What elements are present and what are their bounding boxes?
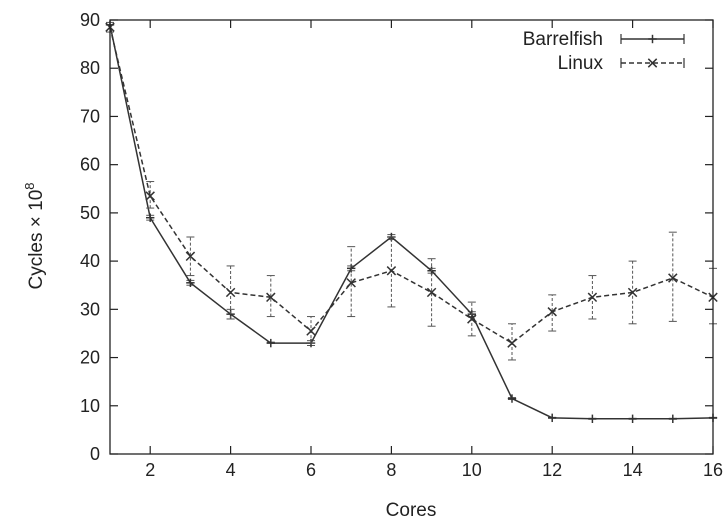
linux-point [185, 251, 196, 262]
y-tick-label: 50 [80, 203, 100, 223]
x-tick-label: 8 [386, 460, 396, 480]
x-tick-label: 16 [703, 460, 723, 480]
linux-point [346, 278, 356, 288]
linux-point [306, 326, 316, 336]
linux-point [386, 266, 397, 276]
x-tick-label: 14 [623, 460, 643, 480]
y-tick-label: 80 [80, 58, 100, 78]
y-tick-label: 60 [80, 155, 100, 175]
barrelfish-line [109, 24, 714, 420]
y-axis-title-main: Cycles × 10 [26, 190, 47, 290]
linux-point [426, 287, 437, 298]
linux-series [105, 21, 718, 361]
plot-frame [109, 19, 714, 455]
linux-point [225, 287, 236, 298]
linux-point [145, 191, 155, 201]
x-axis-title: Cores [386, 500, 437, 521]
y-tick-label: 70 [80, 106, 100, 126]
y-axis-title-exponent: 8 [22, 182, 37, 189]
linux-point [627, 287, 638, 298]
linux-point [467, 314, 477, 324]
plot-layer [105, 20, 718, 423]
x-tick-label: 4 [226, 460, 236, 480]
y-tick-label: 40 [80, 251, 100, 271]
x-tick-label: 6 [306, 460, 316, 480]
linux-point [547, 307, 557, 317]
x-tick-label: 12 [542, 460, 562, 480]
y-tick-label: 10 [80, 396, 100, 416]
linux-point [587, 292, 598, 303]
linux-point [668, 273, 678, 283]
legend-label-linux: Linux [558, 53, 604, 74]
y-tick-label: 20 [80, 348, 100, 368]
axes-layer: 0 10 20 30 40 50 60 70 80 90 2 4 6 8 10 12 14 16 [80, 10, 723, 480]
y-tick-label: 30 [80, 299, 100, 319]
y-axis-title: Cycles × 108 [22, 182, 47, 289]
linux-point [507, 338, 517, 348]
x-tick-label: 2 [145, 460, 155, 480]
legend: Barrelfish Linux [523, 29, 685, 74]
x-tick-label: 10 [462, 460, 482, 480]
barrelfish-series [105, 20, 718, 423]
y-tick-label: 0 [90, 444, 100, 464]
y-tick-label: 90 [80, 10, 100, 30]
legend-label-barrelfish: Barrelfish [523, 29, 603, 50]
linux-line [109, 27, 714, 344]
linux-point [266, 292, 276, 303]
legend-marker-linux [647, 58, 658, 68]
